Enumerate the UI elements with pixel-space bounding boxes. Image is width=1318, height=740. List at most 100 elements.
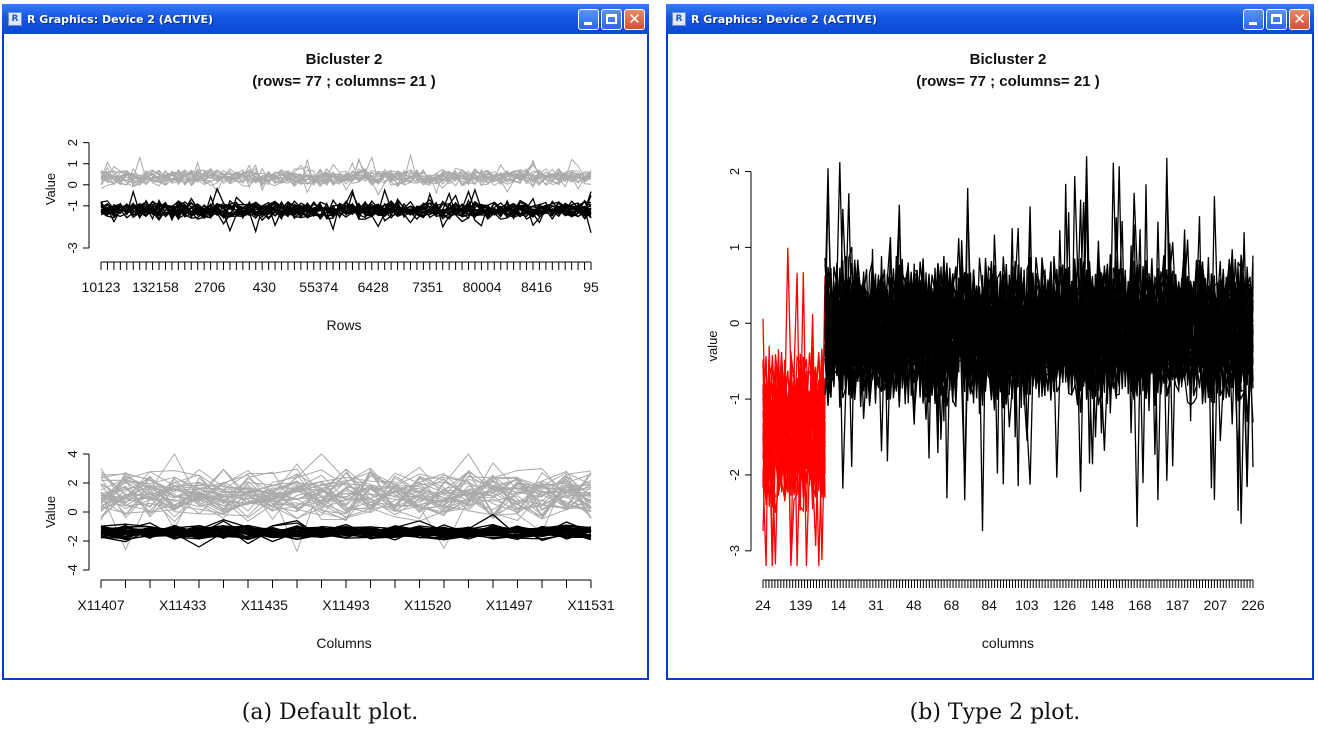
y-tick-label: -1 [727, 393, 742, 405]
y-tick-label: 0 [727, 320, 742, 327]
series-line [100, 466, 592, 521]
series-line [762, 368, 826, 498]
close-button[interactable]: ✕ [624, 8, 645, 30]
x-tick-label: 31 [868, 597, 884, 613]
x-tick-label: 68 [944, 597, 960, 613]
x-tick-label: X11407 [77, 597, 124, 613]
y-tick-label: -2 [727, 469, 742, 481]
x-tick-label: 95 [583, 279, 599, 295]
maximize-button[interactable] [601, 8, 622, 30]
series-line [100, 191, 592, 232]
series-line [100, 477, 592, 522]
x-tick-label: 187 [1166, 597, 1190, 613]
series-2 [100, 513, 592, 548]
series-2 [100, 186, 592, 234]
y-tick-label: 0 [65, 181, 80, 188]
y-tick-label: 1 [65, 160, 80, 167]
y-tick-label: -4 [65, 564, 80, 576]
x-tick-label: 10123 [82, 279, 121, 295]
series-line [100, 472, 592, 519]
r-icon: R [672, 12, 686, 26]
close-icon: ✕ [1293, 9, 1306, 28]
series-1 [762, 247, 826, 567]
series-line [100, 191, 592, 219]
minimize-icon [584, 21, 592, 25]
series-line [100, 525, 592, 541]
caption-default-plot: (a) Default plot. [241, 700, 419, 725]
minimize-button[interactable] [1243, 8, 1264, 30]
series-line [100, 478, 592, 517]
x-tick-label: X11520 [404, 597, 451, 613]
x-tick-label: 8416 [521, 279, 552, 295]
x-tick-label: 207 [1204, 597, 1228, 613]
series-1 [100, 154, 592, 196]
x-tick-label: 7351 [412, 279, 443, 295]
series-line [762, 384, 826, 546]
x-tick-label: 132158 [132, 279, 179, 295]
x-axis-label: Rows [326, 317, 361, 333]
window-titlebar[interactable]: R R Graphics: Device 2 (ACTIVE) ✕ [2, 4, 649, 34]
series-line [824, 224, 1254, 468]
r-icon: R [8, 12, 22, 26]
x-tick-label: 55374 [299, 279, 338, 295]
x-tick-label: 84 [981, 597, 997, 613]
caption-type2-plot: (b) Type 2 plot. [909, 700, 1081, 725]
x-tick-label: 126 [1053, 597, 1077, 613]
series-line [100, 467, 592, 517]
series-line [100, 167, 592, 194]
window-title: R Graphics: Device 2 (ACTIVE) [27, 12, 214, 26]
plot-area-b: Bicluster 2 (rows= 77 ; columns= 21 ) -3 -2… [668, 34, 1312, 678]
x-tick-label: 6428 [358, 279, 389, 295]
x-tick-label: X11435 [241, 597, 288, 613]
x-axis-label: columns [982, 635, 1034, 651]
series-line [824, 206, 1254, 488]
type2-plot-svg: Bicluster 2 (rows= 77 ; columns= 21 ) -3 -2… [705, 51, 1265, 651]
chart-title: Bicluster 2 [970, 51, 1047, 68]
y-axis-label: value [705, 330, 720, 361]
x-tick-label: 14 [831, 597, 847, 613]
x-tick-label: 226 [1241, 597, 1265, 613]
r-graphics-window-b: R R Graphics: Device 2 (ACTIVE) ✕ Biclus… [666, 4, 1314, 680]
series-line [824, 183, 1254, 400]
y-tick-label: -2 [65, 535, 80, 547]
y-tick-label: 0 [65, 508, 80, 515]
x-tick-label: 168 [1128, 597, 1152, 613]
series-line [762, 356, 826, 563]
close-button[interactable]: ✕ [1289, 8, 1310, 30]
minimize-button[interactable] [578, 8, 599, 30]
y-axis-label: Value [43, 496, 58, 528]
x-tick-label: X11531 [567, 597, 614, 613]
x-tick-label: 24 [755, 597, 771, 613]
x-tick-label: X11497 [486, 597, 533, 613]
y-tick-label: -3 [727, 545, 742, 557]
chart-title: Bicluster 2 [306, 51, 383, 68]
close-icon: ✕ [628, 9, 641, 28]
x-axis-label: Columns [316, 635, 371, 651]
series-2 [824, 156, 1254, 532]
minimize-icon [1249, 21, 1257, 25]
series-line [100, 476, 592, 553]
plot-area-a: Bicluster 2 (rows= 77 ; columns= 21 ) -3 -1… [4, 34, 647, 678]
y-tick-label: -3 [65, 242, 80, 254]
maximize-icon [1271, 13, 1282, 24]
y-tick-label: 2 [65, 139, 80, 146]
maximize-button[interactable] [1266, 8, 1287, 30]
y-tick-label: 4 [65, 450, 80, 457]
y-axis-label: Value [43, 173, 58, 205]
series-line [100, 525, 591, 538]
maximize-icon [606, 13, 617, 24]
x-tick-label: 2706 [194, 279, 225, 295]
x-tick-label: 103 [1015, 597, 1039, 613]
x-tick-label: 80004 [463, 279, 502, 295]
y-tick-label: 2 [727, 168, 742, 175]
series-line [100, 168, 592, 188]
y-tick-label: -1 [65, 200, 80, 212]
series-1 [100, 453, 592, 553]
series-line [100, 477, 592, 512]
chart-subtitle: (rows= 77 ; columns= 21 ) [916, 73, 1099, 90]
series-line [100, 524, 592, 548]
window-title: R Graphics: Device 2 (ACTIVE) [691, 12, 878, 26]
x-tick-label: 148 [1091, 597, 1115, 613]
window-titlebar[interactable]: R R Graphics: Device 2 (ACTIVE) ✕ [666, 4, 1314, 34]
x-tick-label: X11493 [322, 597, 369, 613]
